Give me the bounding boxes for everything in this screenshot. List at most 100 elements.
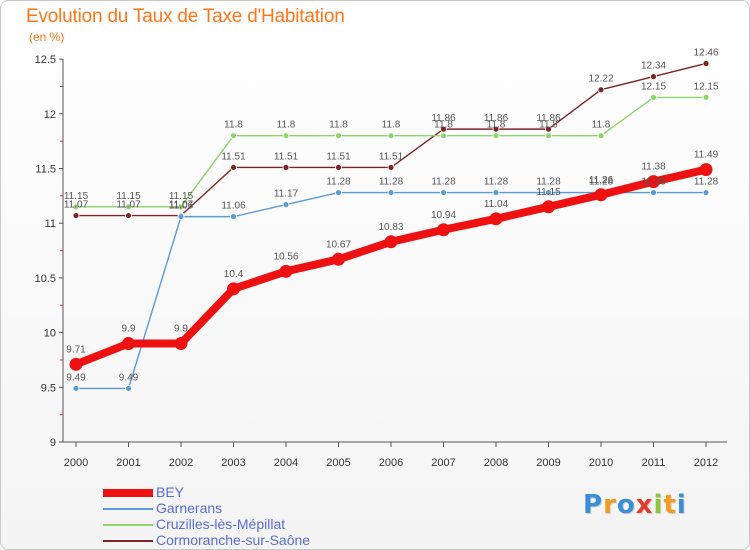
logo-letter: o — [616, 490, 636, 520]
data-point — [282, 164, 290, 171]
logo-letter: i — [653, 490, 664, 520]
data-label: 11.8 — [382, 120, 401, 131]
data-point — [702, 93, 710, 101]
data-point — [230, 213, 237, 221]
data-label: 9.49 — [119, 372, 139, 383]
y-tick-label: 9.5 — [41, 382, 56, 394]
data-label: 11.51 — [274, 151, 299, 162]
x-tick-label: 2003 — [221, 457, 245, 469]
data-point — [177, 203, 185, 211]
y-tick-label: 9 — [50, 437, 56, 449]
data-point — [387, 132, 395, 140]
data-label: 12.22 — [588, 74, 613, 85]
y-tick-label: 11.5 — [35, 164, 56, 176]
data-label: 11.28 — [379, 177, 404, 188]
data-label: 11.06 — [221, 201, 246, 212]
data-point — [492, 125, 500, 133]
data-point — [122, 337, 135, 351]
data-point — [230, 132, 237, 140]
y-tick-label: 12 — [44, 109, 56, 121]
legend-label: Cormoranche-sur-Saône — [156, 532, 311, 548]
data-point — [597, 132, 605, 140]
data-point — [440, 125, 447, 133]
data-point — [72, 212, 80, 219]
y-tick-label: 12.5 — [35, 54, 56, 66]
data-label: 11.28 — [536, 177, 561, 188]
data-point — [279, 264, 293, 278]
data-point — [387, 189, 395, 196]
x-tick-label: 2006 — [379, 457, 403, 469]
data-point — [332, 252, 345, 266]
data-label: 11.28 — [641, 177, 666, 188]
data-point — [72, 384, 80, 392]
data-point — [489, 212, 503, 226]
data-point — [282, 132, 290, 140]
data-label: 11.28 — [326, 177, 351, 188]
data-label: 11.07 — [64, 200, 89, 211]
legend-label: Garnerans — [156, 500, 223, 516]
x-tick-label: 2012 — [694, 457, 718, 469]
data-point — [174, 337, 188, 351]
data-label: 11.28 — [484, 177, 509, 188]
data-label: 11.15 — [116, 191, 141, 202]
legend-item: Garnerans — [101, 500, 401, 517]
data-label: 11.07 — [116, 200, 141, 211]
data-label: 11.8 — [224, 120, 243, 131]
data-label: 11.51 — [326, 151, 351, 162]
x-tick-label: 2004 — [274, 457, 298, 469]
series-layer — [69, 60, 713, 392]
x-tick-label: 2011 — [642, 457, 666, 469]
x-tick-label: 2002 — [169, 457, 193, 469]
data-label: 10.94 — [431, 210, 456, 221]
data-label: 12.46 — [693, 47, 718, 58]
data-label: 12.15 — [641, 81, 666, 92]
data-point — [545, 125, 552, 133]
data-point — [699, 163, 713, 177]
data-point — [650, 93, 657, 101]
data-point — [177, 213, 185, 221]
data-label: 9.9 — [122, 324, 136, 335]
data-label: 11.15 — [536, 187, 561, 198]
data-label: 11.8 — [487, 120, 506, 131]
data-point — [227, 282, 240, 296]
data-point — [650, 189, 657, 196]
x-tick-label: 2001 — [116, 457, 140, 469]
data-point — [72, 203, 80, 211]
legend: BEY Garnerans Cruzilles-lès-Mépillat Cormor… — [101, 484, 401, 549]
legend-swatch — [103, 524, 153, 526]
data-label: 10.67 — [326, 239, 351, 250]
data-label: 9.49 — [66, 372, 86, 383]
data-point — [125, 212, 132, 219]
data-label: 11.8 — [592, 120, 611, 131]
legend-label: BEY — [156, 484, 185, 500]
data-point — [335, 189, 342, 196]
data-point — [492, 189, 500, 196]
data-label: 11.51 — [221, 151, 246, 162]
x-tick-label: 2000 — [64, 457, 88, 469]
data-point — [647, 175, 660, 189]
logo-letter: x — [635, 490, 654, 520]
data-label: 11.28 — [589, 177, 614, 188]
data-point — [437, 223, 450, 237]
data-label: 11.28 — [694, 177, 719, 188]
data-point — [335, 164, 342, 171]
data-label: 11.49 — [694, 150, 719, 161]
data-label: 10.4 — [224, 269, 244, 280]
data-label: 11.8 — [434, 120, 453, 131]
data-label: 11.15 — [169, 191, 194, 202]
data-point — [545, 189, 552, 196]
data-label: 12.34 — [641, 61, 666, 72]
y-axis-ticks: 9 9.5 10 10.5 11 11.5 12 12.5 — [35, 54, 63, 449]
legend-swatch — [103, 489, 153, 497]
y-unit-label: (en %) — [29, 30, 65, 44]
data-label: 11.8 — [539, 120, 558, 131]
data-point — [384, 235, 398, 249]
data-label: 11.26 — [589, 175, 614, 186]
data-point — [650, 73, 657, 81]
data-label: 9.71 — [66, 344, 86, 355]
data-label: 10.56 — [273, 251, 298, 262]
data-labels: 11.07 11.07 11.07 11.51 11.51 11.51 11.51 11.86… — [64, 47, 719, 383]
data-label: 11.28 — [431, 177, 456, 188]
